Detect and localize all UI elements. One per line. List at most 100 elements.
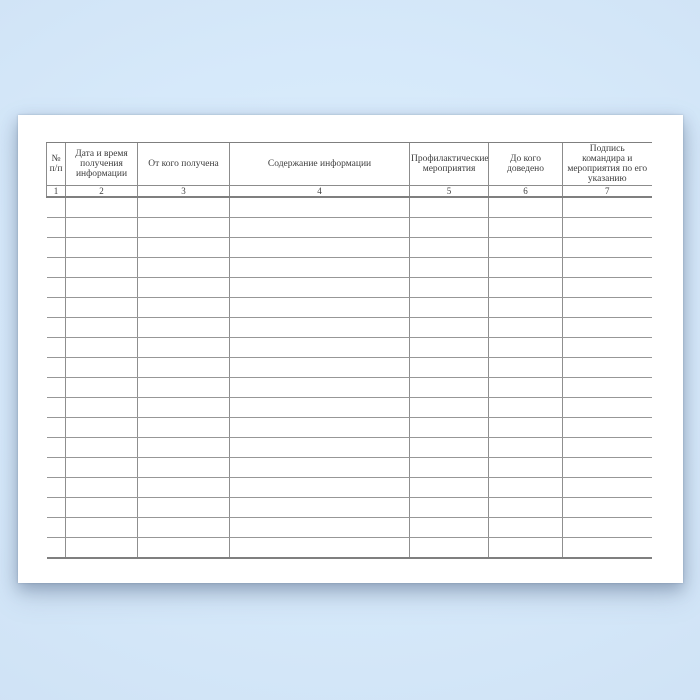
empty-cell	[65, 337, 138, 358]
table-row	[46, 517, 652, 538]
empty-cell	[65, 197, 138, 218]
empty-cell	[65, 397, 138, 418]
empty-cell	[562, 437, 652, 458]
column-header-content: Содержание информации	[229, 142, 410, 186]
table-row	[46, 537, 652, 559]
empty-cell	[46, 277, 66, 298]
empty-cell	[46, 517, 66, 538]
empty-cell	[46, 357, 66, 378]
empty-cell	[409, 337, 489, 358]
empty-cell	[65, 277, 138, 298]
empty-cell	[137, 377, 230, 398]
empty-cell	[65, 517, 138, 538]
table-row	[46, 257, 652, 278]
empty-cell	[65, 317, 138, 338]
empty-cell	[46, 257, 66, 278]
empty-cell	[229, 297, 410, 318]
empty-cell	[65, 417, 138, 438]
empty-cell	[488, 337, 563, 358]
empty-cell	[488, 537, 563, 559]
empty-cell	[46, 417, 66, 438]
empty-cell	[488, 297, 563, 318]
empty-cell	[488, 417, 563, 438]
empty-cell	[65, 477, 138, 498]
empty-cell	[488, 197, 563, 218]
table-row	[46, 497, 652, 518]
empty-cell	[137, 497, 230, 518]
empty-cell	[562, 337, 652, 358]
empty-cell	[562, 517, 652, 538]
empty-cell	[488, 357, 563, 378]
empty-cell	[229, 417, 410, 438]
empty-cell	[562, 277, 652, 298]
column-number-6: 6	[488, 185, 563, 198]
empty-cell	[46, 477, 66, 498]
empty-cell	[409, 517, 489, 538]
empty-cell	[46, 297, 66, 318]
empty-cell	[409, 317, 489, 338]
table-row	[46, 457, 652, 478]
empty-cell	[488, 377, 563, 398]
column-number-4: 4	[229, 185, 410, 198]
empty-cell	[46, 337, 66, 358]
table-row	[46, 437, 652, 458]
empty-cell	[409, 297, 489, 318]
empty-cell	[488, 237, 563, 258]
column-header-signature: Подпись командира и мероприятия по его у…	[562, 142, 652, 186]
empty-cell	[65, 497, 138, 518]
empty-cell	[46, 377, 66, 398]
empty-cell	[562, 537, 652, 559]
empty-cell	[562, 357, 652, 378]
empty-cell	[46, 197, 66, 218]
empty-cell	[46, 317, 66, 338]
empty-cell	[137, 297, 230, 318]
empty-cell	[229, 437, 410, 458]
empty-cell	[229, 237, 410, 258]
table-row	[46, 417, 652, 438]
empty-cell	[137, 417, 230, 438]
table-row	[46, 337, 652, 358]
empty-cell	[137, 457, 230, 478]
empty-cell	[488, 217, 563, 238]
table-row	[46, 397, 652, 418]
column-number-7: 7	[562, 185, 652, 198]
empty-cell	[65, 357, 138, 378]
empty-cell	[562, 477, 652, 498]
empty-cell	[409, 237, 489, 258]
empty-cell	[488, 517, 563, 538]
table-row	[46, 357, 652, 378]
empty-cell	[229, 277, 410, 298]
empty-cell	[562, 197, 652, 218]
empty-cell	[46, 237, 66, 258]
column-number-row: 1 2 3 4 5 6 7	[46, 185, 652, 198]
empty-cell	[409, 257, 489, 278]
empty-cell	[137, 537, 230, 559]
empty-cell	[65, 437, 138, 458]
empty-cell	[562, 317, 652, 338]
table-row	[46, 297, 652, 318]
empty-cell	[46, 537, 66, 559]
empty-cell	[409, 457, 489, 478]
empty-cell	[229, 317, 410, 338]
empty-cell	[46, 397, 66, 418]
table-body	[46, 197, 652, 559]
empty-cell	[409, 437, 489, 458]
empty-cell	[562, 377, 652, 398]
table-row	[46, 377, 652, 398]
column-number-2: 2	[65, 185, 138, 198]
empty-cell	[229, 477, 410, 498]
empty-cell	[229, 257, 410, 278]
empty-cell	[229, 337, 410, 358]
column-number-3: 3	[137, 185, 230, 198]
empty-cell	[137, 337, 230, 358]
empty-cell	[229, 457, 410, 478]
column-header-datetime: Дата и время получения информации	[65, 142, 138, 186]
empty-cell	[488, 497, 563, 518]
journal-page: № п/п Дата и время получения информации …	[18, 115, 683, 583]
empty-cell	[137, 437, 230, 458]
empty-cell	[409, 477, 489, 498]
empty-cell	[229, 397, 410, 418]
empty-cell	[229, 197, 410, 218]
empty-cell	[409, 537, 489, 559]
empty-cell	[488, 257, 563, 278]
